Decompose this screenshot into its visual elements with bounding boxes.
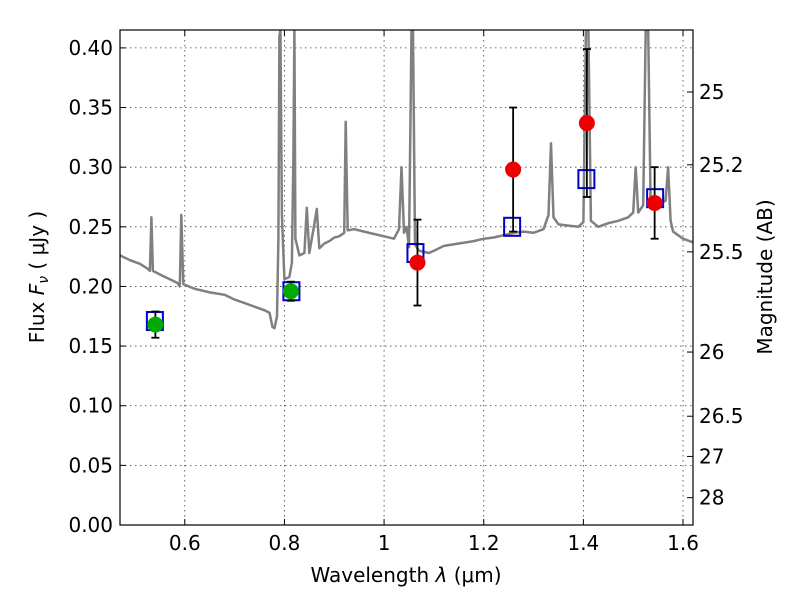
- x-tick-label: 1.6: [667, 531, 699, 555]
- secondary-y-axis-label: Magnitude (AB): [753, 199, 777, 354]
- y-tick-label: 0.10: [68, 394, 113, 418]
- x-tick-label: 1.2: [468, 531, 500, 555]
- plot-area: [120, 30, 693, 339]
- nir-photometry-point: [578, 115, 595, 132]
- nir-photometry-point: [505, 161, 522, 178]
- y-tick-label: 0.20: [68, 274, 113, 298]
- spectrum-line: [120, 30, 693, 330]
- x-tick-label: 1.4: [567, 531, 599, 555]
- x-axis-label: Wavelength λ (μm): [310, 563, 501, 587]
- secondary-y-tick-label: 25.2: [699, 153, 744, 177]
- y-tick-label: 0.40: [68, 36, 113, 60]
- x-tick-label: 0.8: [269, 531, 301, 555]
- y-tick-label: 0.00: [68, 513, 113, 537]
- ticks: 0.6 0.8 1 1.2 1.4 1.6 0.00 0.05 0.10 0.15 0.20 0.25…: [68, 30, 744, 555]
- grid: [120, 30, 693, 525]
- secondary-y-tick-label: 26.5: [699, 404, 744, 428]
- y-tick-label: 0.35: [68, 96, 113, 120]
- secondary-y-tick-label: 27: [699, 444, 724, 468]
- plot-frame: [119, 29, 694, 526]
- y-axis-label: Flux Fν ( μJy ): [25, 211, 52, 343]
- secondary-y-tick-label: 25: [699, 80, 724, 104]
- nir-photometry-point: [646, 194, 663, 211]
- nir-photometry-point: [409, 254, 426, 271]
- y-tick-label: 0.05: [68, 453, 113, 477]
- y-tick-label: 0.15: [68, 334, 113, 358]
- x-tick-label: 1: [378, 531, 391, 555]
- model-photometry-square: [503, 216, 522, 237]
- x-tick-label: 0.6: [169, 531, 201, 555]
- secondary-y-tick-label: 25.5: [699, 240, 744, 264]
- y-tick-label: 0.25: [68, 215, 113, 239]
- secondary-y-tick-label: 26: [699, 340, 724, 364]
- optical-photometry-point: [282, 283, 299, 300]
- secondary-y-tick-label: 28: [699, 486, 724, 510]
- y-tick-label: 0.30: [68, 155, 113, 179]
- optical-photometry-point: [147, 316, 164, 333]
